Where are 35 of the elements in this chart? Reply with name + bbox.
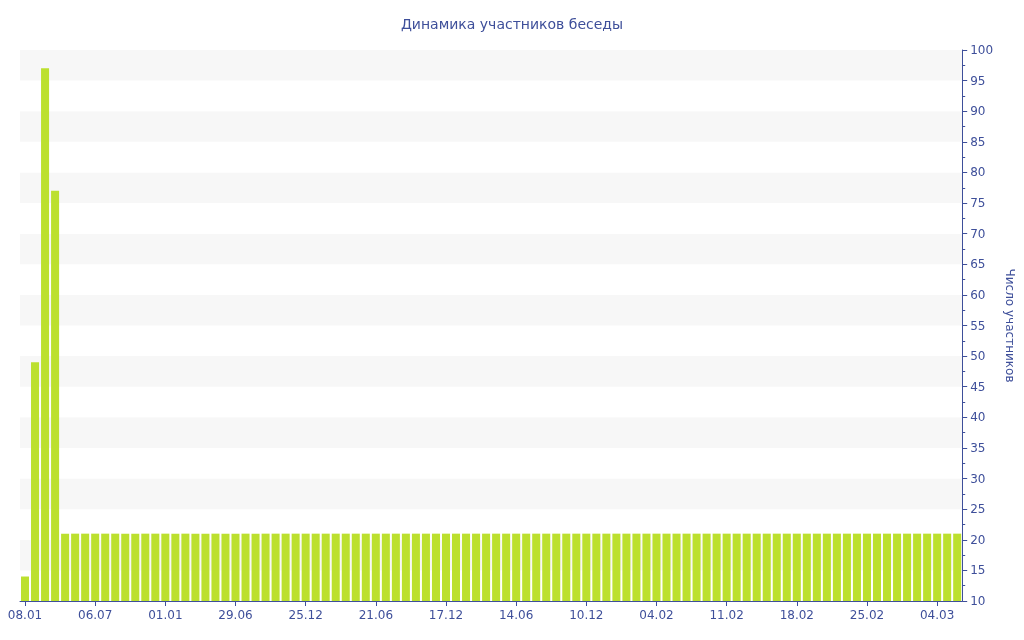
y-tick-label: 75	[970, 196, 986, 211]
y-tick-label: 25	[970, 502, 986, 517]
y-tick-label: 45	[970, 379, 986, 394]
y-tick-label: 40	[970, 410, 986, 425]
x-tick-label: 06.07	[78, 608, 113, 622]
y-axis-title: Число участников	[1003, 268, 1017, 383]
x-tick-label: 17.12	[428, 608, 464, 622]
y-tick-label: 100	[970, 43, 994, 57]
x-tick-label: 01.01	[148, 608, 183, 622]
y-tick-label: 60	[970, 287, 986, 302]
y-tick-label: 85	[970, 134, 986, 149]
y-tick-label: 30	[970, 471, 986, 486]
x-tick-label: 25.12	[288, 608, 323, 622]
y-tick-label: 70	[970, 226, 986, 241]
x-tick-label: 21.06	[358, 608, 394, 622]
x-tick-label: 08.01	[7, 608, 43, 622]
y-tick-label: 95	[970, 73, 986, 88]
x-tick-label: 04.02	[639, 608, 674, 622]
y-tick-label: 10	[970, 594, 986, 608]
x-tick-label: 25.02	[849, 608, 885, 622]
y-tick-label: 55	[970, 318, 986, 333]
y-tick-label: 80	[970, 165, 986, 180]
y-tick-label: 50	[970, 349, 986, 364]
x-tick-label: 11.02	[709, 608, 744, 622]
y-tick-label: 90	[970, 104, 986, 119]
x-tick-label: 29.06	[218, 608, 253, 622]
x-tick-label: 04.03	[919, 608, 955, 622]
chart-title: Динамика участников беседы	[400, 16, 624, 32]
x-tick-label: 10.12	[569, 608, 604, 622]
x-tick-label: 18.02	[779, 608, 814, 622]
x-tick-label: 14.06	[498, 608, 534, 622]
y-tick-label: 65	[970, 257, 986, 272]
y-tick-label: 35	[970, 440, 986, 455]
y-tick-label: 15	[970, 563, 986, 578]
y-tick-label: 20	[970, 532, 986, 547]
